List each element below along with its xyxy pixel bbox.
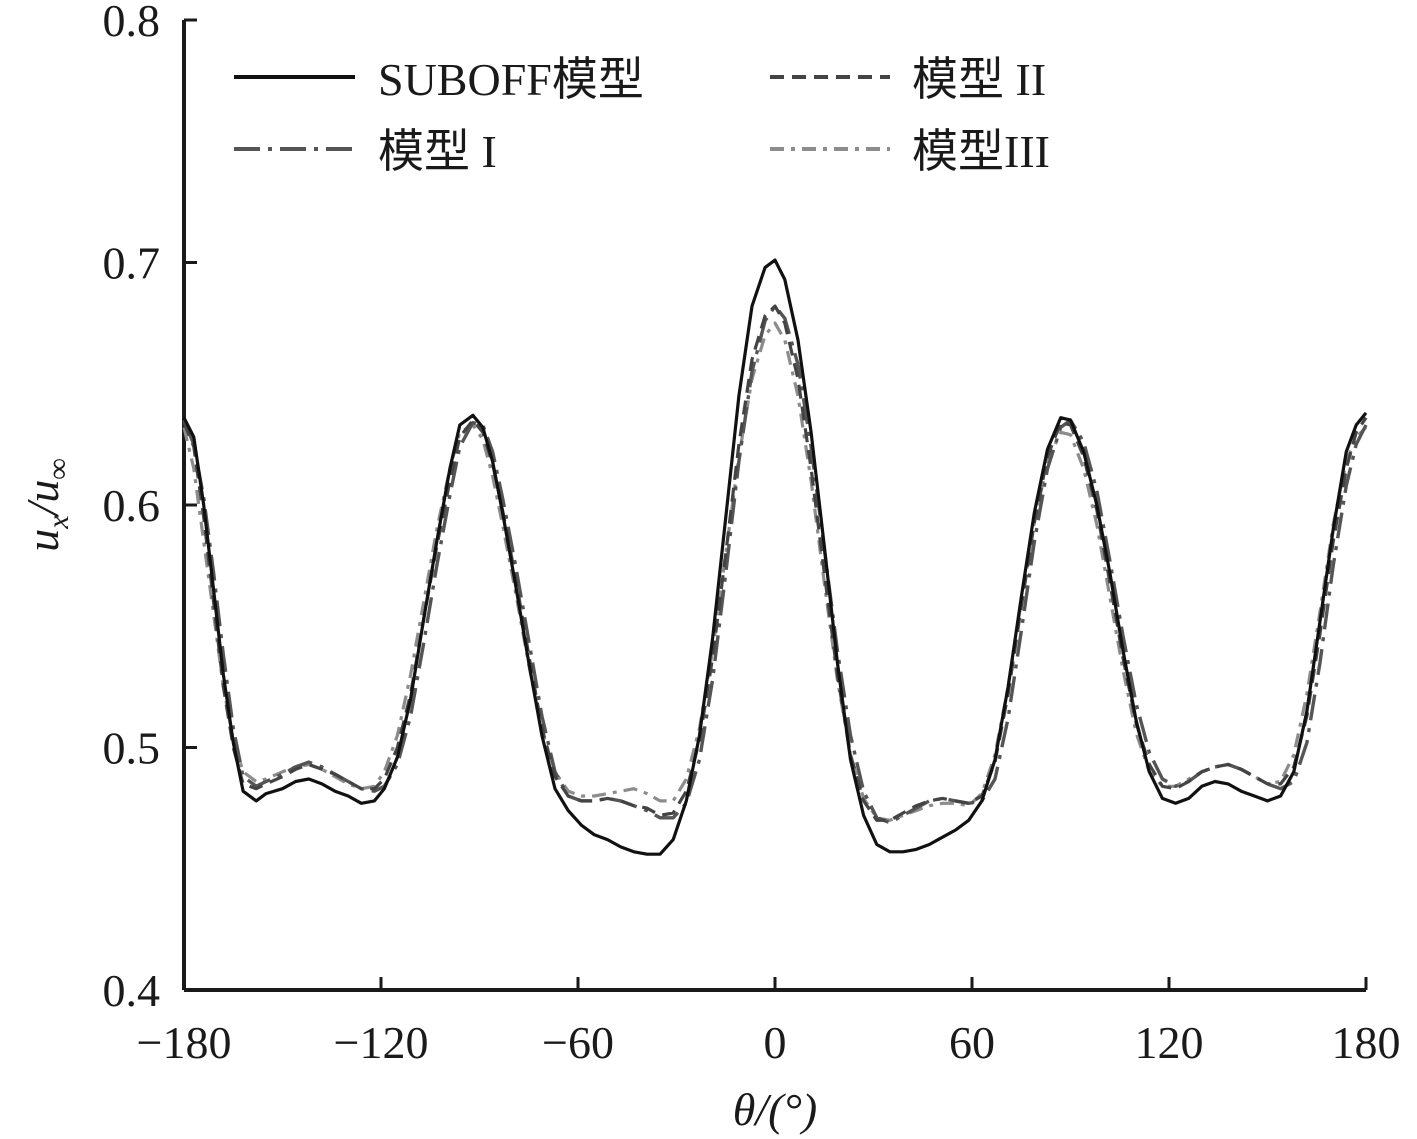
x-tick-label: −120 [334, 1017, 429, 1068]
x-axis-ticks: −180 −120 −60 0 60 120 180 [137, 977, 1401, 1068]
x-tick-label: 180 [1332, 1017, 1401, 1068]
legend-label: 模型 II [912, 54, 1046, 105]
series-line-4 [182, 321, 1368, 822]
legend-label: 模型 I [378, 126, 497, 177]
y-tick-label: 0.4 [103, 965, 161, 1016]
x-axis-label: θ/(°) [733, 1084, 817, 1135]
y-axis-label: ux/u∞ [17, 458, 75, 552]
y-axis-ticks: 0.4 0.5 0.6 0.7 0.8 [103, 0, 197, 1016]
legend-label: SUBOFF模型 [378, 54, 644, 105]
axes [182, 20, 1366, 992]
y-tick-label: 0.5 [103, 723, 161, 774]
y-tick-label: 0.7 [103, 238, 161, 289]
x-tick-label: 60 [949, 1017, 995, 1068]
x-tick-label: 0 [764, 1017, 787, 1068]
series-line-3 [182, 304, 1368, 825]
series-layer [182, 258, 1368, 856]
x-tick-label: 120 [1135, 1017, 1204, 1068]
y-tick-label: 0.8 [103, 0, 161, 46]
series-line-1 [182, 258, 1368, 856]
series-line-2 [182, 304, 1368, 822]
legend-label: 模型III [912, 126, 1050, 177]
x-tick-label: −180 [137, 1017, 232, 1068]
x-tick-label: −60 [542, 1017, 614, 1068]
legend: SUBOFF模型 模型 II 模型 I 模型III [234, 54, 1050, 177]
y-tick-label: 0.6 [103, 480, 161, 531]
